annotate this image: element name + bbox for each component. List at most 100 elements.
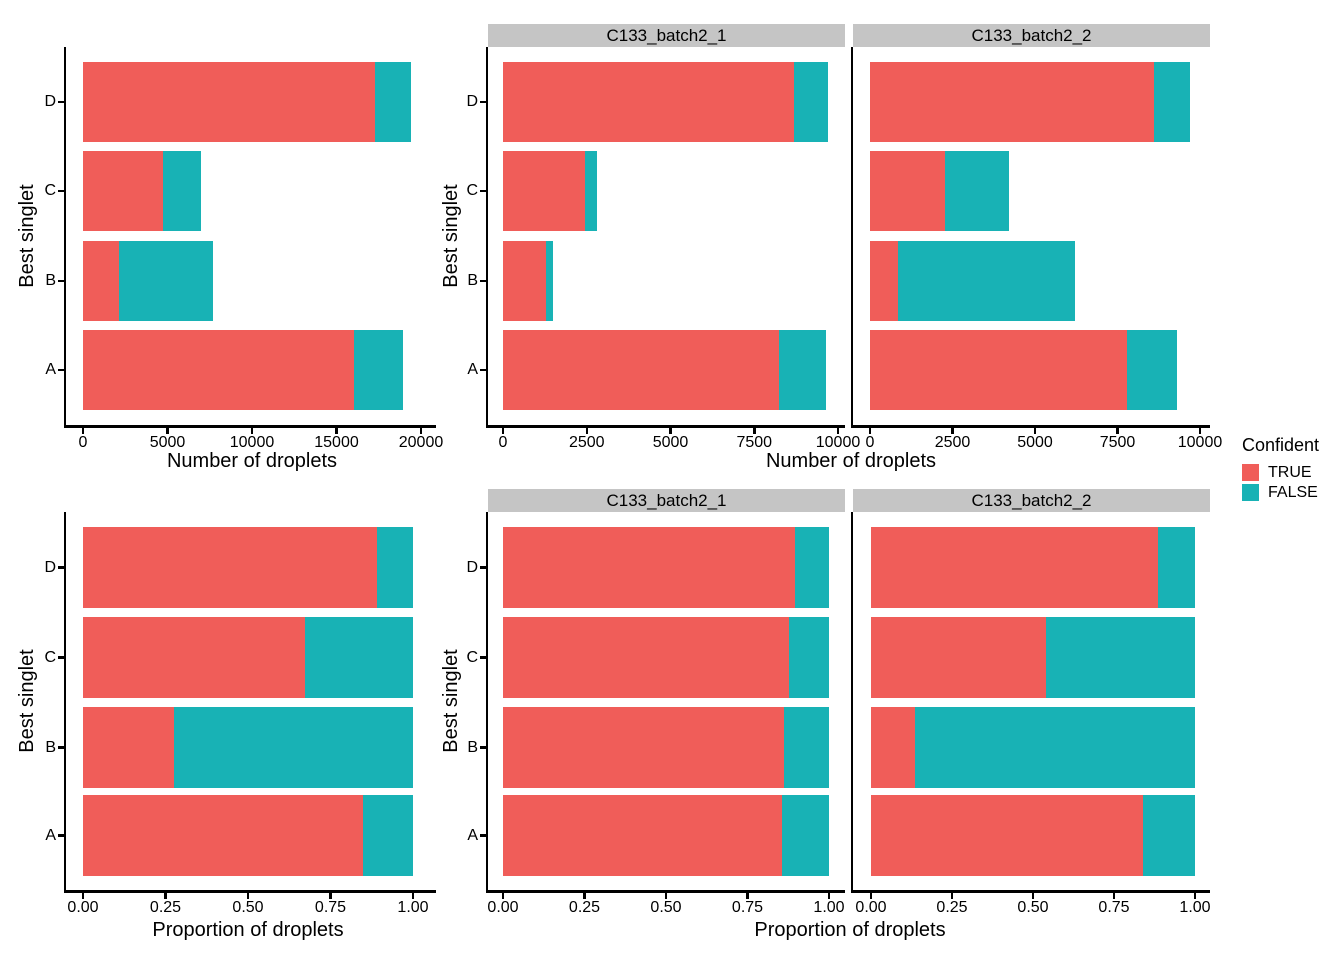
bar-segment-a-false xyxy=(781,795,829,876)
bar-segment-a-true xyxy=(503,330,780,410)
bar-segment-c-true xyxy=(503,151,586,231)
x-tick-label: 1.00 xyxy=(1179,899,1211,916)
x-tick xyxy=(246,892,250,899)
y-tick xyxy=(57,566,64,569)
bar-segment-b-true xyxy=(83,241,119,321)
y-tick xyxy=(479,279,486,283)
x-tick xyxy=(836,427,840,434)
x-tick-label: 0.00 xyxy=(487,899,519,916)
bar-segment-c-true xyxy=(870,151,945,231)
bar-segment-c-false xyxy=(1045,617,1195,698)
x-tick xyxy=(250,427,254,434)
bar-segment-b-false xyxy=(118,241,214,321)
bar-segment-d-true xyxy=(503,62,795,142)
x-axis-line xyxy=(850,425,1210,428)
x-tick xyxy=(868,427,872,434)
facet-strip: C133_batch2_2 xyxy=(853,489,1210,512)
bar-segment-d-true xyxy=(871,527,1159,608)
x-axis-line xyxy=(63,425,436,428)
bar-segment-a-false xyxy=(1127,330,1177,410)
x-tick-label: 5000 xyxy=(1017,434,1053,451)
x-tick-label: 5000 xyxy=(149,434,186,451)
legend-label-false: FALSE xyxy=(1268,484,1318,501)
bar-segment-b-false xyxy=(898,241,1075,321)
bar-segment-c-true xyxy=(871,617,1046,698)
x-tick xyxy=(501,892,505,899)
y-tick-label: A xyxy=(467,826,478,844)
y-tick xyxy=(479,566,486,569)
bar-segment-b-true xyxy=(870,241,899,321)
x-tick xyxy=(1031,892,1035,899)
x-tick-label: 0.25 xyxy=(568,899,601,916)
x-tick xyxy=(1112,892,1116,899)
x-tick xyxy=(164,892,167,899)
y-tick-label: B xyxy=(467,738,478,756)
bar-segment-a-true xyxy=(503,795,782,876)
bar-segment-a-true xyxy=(871,795,1143,876)
bar-segment-b-false xyxy=(915,707,1195,788)
bar-segment-d-false xyxy=(377,527,413,608)
y-tick-label: C xyxy=(466,648,478,666)
x-axis-line xyxy=(63,890,436,893)
legend: Confident TRUE FALSE xyxy=(1242,435,1342,504)
x-tick xyxy=(669,427,672,434)
x-tick xyxy=(411,892,415,899)
bar-segment-d-true xyxy=(503,527,796,608)
x-tick-label: 10000 xyxy=(815,434,861,451)
legend-item-false: FALSE xyxy=(1242,484,1342,501)
x-axis-line xyxy=(485,425,845,428)
x-tick xyxy=(951,427,954,434)
x-tick-label: 7500 xyxy=(736,434,773,451)
legend-swatch-true-icon xyxy=(1242,464,1259,481)
x-tick xyxy=(419,427,423,434)
x-axis-title: Number of droplets xyxy=(166,450,338,472)
bar-segment-b-true xyxy=(503,707,784,788)
bar-segment-a-true xyxy=(870,330,1128,410)
y-axis-line xyxy=(63,512,66,893)
bar-segment-c-true xyxy=(83,617,306,698)
y-axis-line xyxy=(63,47,66,428)
x-tick-label: 5000 xyxy=(652,434,689,451)
bar-segment-d-false xyxy=(1158,527,1195,608)
bar-segment-d-false xyxy=(794,62,828,142)
y-tick-label: B xyxy=(467,272,478,289)
bar-segment-b-true xyxy=(503,241,546,321)
y-tick-label: A xyxy=(45,826,56,844)
facet-strip-label: C133_batch2_2 xyxy=(971,491,1092,510)
x-tick xyxy=(81,892,85,899)
x-tick xyxy=(81,427,85,434)
x-axis-title: Number of droplets xyxy=(765,450,937,472)
y-axis-line xyxy=(850,47,853,428)
x-axis-line xyxy=(485,890,845,893)
x-tick xyxy=(335,427,338,434)
y-axis-line xyxy=(485,512,488,893)
bar-segment-a-true xyxy=(83,330,355,410)
bar-segment-b-true xyxy=(871,707,916,788)
facet-strip-label: C133_batch2_2 xyxy=(971,26,1092,45)
x-tick-label: 0.50 xyxy=(232,899,264,916)
facet-strip-label: C133_batch2_1 xyxy=(606,491,727,510)
x-tick-label: 20000 xyxy=(398,434,444,451)
x-tick-label: 0 xyxy=(498,434,508,451)
x-tick-label: 0.75 xyxy=(314,899,347,916)
x-tick xyxy=(950,892,954,899)
x-tick xyxy=(166,427,169,434)
facet-strip: C133_batch2_1 xyxy=(488,489,845,512)
x-tick-label: 10000 xyxy=(229,434,275,451)
facet-strip-label: C133_batch2_1 xyxy=(606,26,727,45)
legend-swatch-false-icon xyxy=(1242,484,1259,501)
x-tick xyxy=(329,892,332,899)
x-axis-line xyxy=(850,890,1210,893)
x-tick-label: 7500 xyxy=(1099,434,1136,451)
x-tick-label: 10000 xyxy=(1177,434,1223,451)
x-tick-label: 0.75 xyxy=(731,899,764,916)
bar-segment-c-true xyxy=(83,151,163,231)
x-axis-title: Proportion of droplets xyxy=(754,919,946,941)
bar-segment-c-false xyxy=(944,151,1009,231)
x-tick-label: 0 xyxy=(865,434,875,451)
x-tick-label: 0.75 xyxy=(1098,899,1130,916)
y-tick xyxy=(57,746,64,749)
x-tick xyxy=(664,892,668,899)
y-tick-label: D xyxy=(466,93,478,110)
x-tick xyxy=(501,427,505,434)
